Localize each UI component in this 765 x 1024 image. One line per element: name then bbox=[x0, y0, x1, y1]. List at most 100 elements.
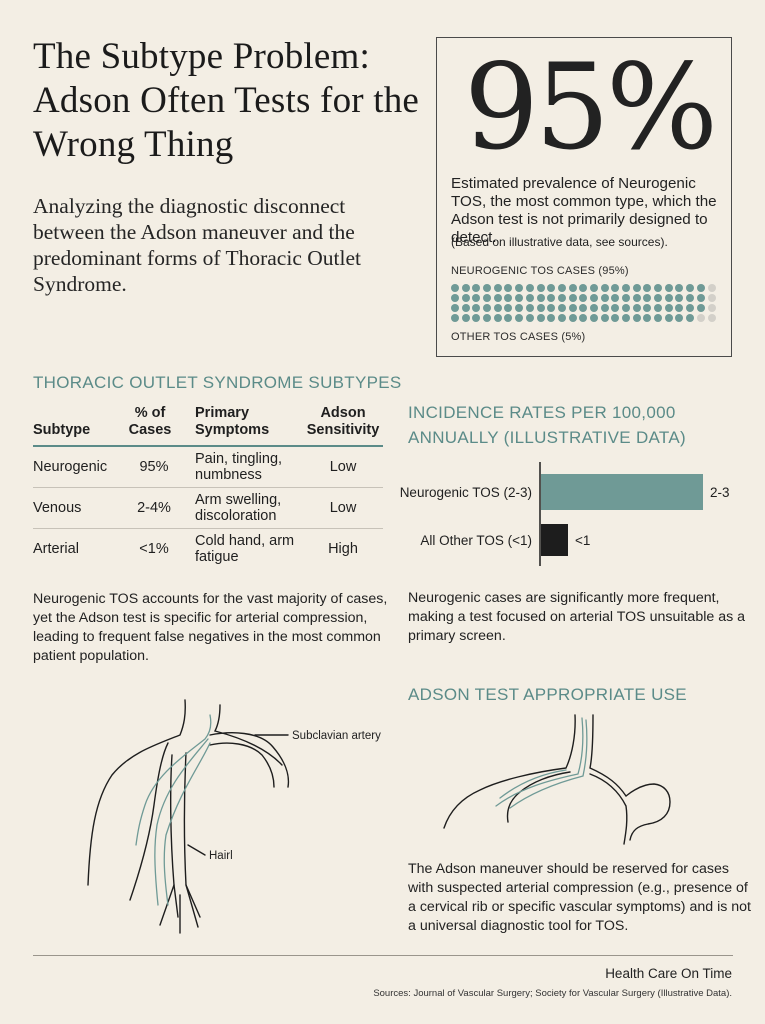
artery-inner bbox=[209, 742, 275, 788]
neurogenic-dot bbox=[557, 314, 566, 322]
neurogenic-dot bbox=[461, 284, 470, 292]
neurogenic-dot bbox=[536, 284, 545, 292]
neurogenic-dot bbox=[686, 284, 695, 292]
nerve-strand bbox=[135, 714, 212, 846]
table-cell: Neurogenic bbox=[33, 446, 125, 488]
other-dot bbox=[696, 314, 705, 322]
neurogenic-dot bbox=[515, 314, 524, 322]
nerve-pointer bbox=[187, 844, 206, 856]
neck-outline bbox=[87, 699, 186, 886]
table-cell: Low bbox=[303, 446, 383, 488]
nerve-strand bbox=[163, 742, 211, 906]
artery-outline bbox=[209, 732, 290, 788]
neurogenic-dot bbox=[664, 314, 673, 322]
neurogenic-dot bbox=[472, 284, 481, 292]
neurogenic-dot bbox=[451, 294, 459, 302]
category-label: Neurogenic TOS (2-3) bbox=[400, 485, 532, 500]
neurogenic-dot bbox=[504, 284, 513, 292]
neurogenic-dot bbox=[622, 304, 630, 312]
neurogenic-dot bbox=[589, 284, 598, 292]
table-cell: Venous bbox=[33, 487, 125, 529]
neurogenic-dot bbox=[493, 304, 502, 312]
table-row: Neurogenic 95% Pain, tingling, numbness … bbox=[33, 446, 383, 488]
neurogenic-dot bbox=[686, 304, 695, 312]
neurogenic-dot bbox=[525, 304, 534, 312]
stat-description: Estimated prevalence of Neurogenic TOS, … bbox=[451, 175, 717, 246]
table-cell: Pain, tingling, numbness bbox=[183, 446, 303, 488]
neurogenic-dot bbox=[643, 284, 652, 292]
table-cell: <1% bbox=[139, 541, 169, 557]
page-subtitle: Analyzing the diagnostic disconnect betw… bbox=[33, 194, 361, 296]
neurogenic-dot bbox=[589, 294, 598, 302]
neurogenic-dot bbox=[622, 284, 630, 292]
neurogenic-dot bbox=[696, 304, 705, 312]
neurogenic-dot bbox=[622, 314, 630, 322]
artery-arch bbox=[625, 783, 671, 841]
adson-use-diagram bbox=[443, 714, 671, 845]
neurogenic-dot bbox=[675, 314, 684, 322]
incidence-paragraph: Neurogenic cases are significantly more … bbox=[408, 590, 746, 644]
stat-callout-box: 95% Estimated prevalence of Neurogenic T… bbox=[436, 37, 732, 357]
subclavian-anatomy-diagram: Subclavian artery Hairl bbox=[87, 699, 381, 934]
table-cell: 95% bbox=[125, 446, 183, 488]
bar bbox=[541, 524, 568, 556]
neurogenic-dot bbox=[686, 294, 695, 302]
neurogenic-dot bbox=[589, 304, 598, 312]
table-cell: Low bbox=[303, 487, 383, 529]
neurogenic-dot bbox=[664, 284, 673, 292]
value-label: 2-3 bbox=[710, 485, 730, 500]
neurogenic-dot bbox=[547, 304, 556, 312]
neurogenic-dot bbox=[493, 294, 502, 302]
neurogenic-dot bbox=[515, 294, 524, 302]
neurogenic-dot bbox=[600, 314, 609, 322]
neurogenic-dot bbox=[611, 294, 620, 302]
neurogenic-dot bbox=[461, 294, 470, 302]
shoulder-outline bbox=[443, 714, 576, 829]
neurogenic-dot bbox=[515, 304, 524, 312]
column-header: Subtype bbox=[33, 422, 91, 438]
neurogenic-cases-label: NEUROGENIC TOS CASES (95%) bbox=[451, 265, 629, 277]
neurogenic-dot bbox=[568, 294, 577, 302]
artery-label: Subclavian artery bbox=[292, 730, 381, 742]
neurogenic-dot bbox=[664, 294, 673, 302]
neurogenic-dot bbox=[451, 314, 459, 322]
neurogenic-dot bbox=[622, 294, 630, 302]
neurogenic-dot bbox=[547, 284, 556, 292]
neurogenic-dot bbox=[483, 304, 492, 312]
incidence-heading: INCIDENCE RATES PER 100,000 ANNUALLY (IL… bbox=[408, 403, 686, 447]
other-dot bbox=[707, 304, 716, 312]
other-dot bbox=[707, 284, 716, 292]
neurogenic-dot bbox=[557, 294, 566, 302]
neurogenic-dot bbox=[675, 294, 684, 302]
neurogenic-dot bbox=[451, 304, 459, 312]
neurogenic-dot bbox=[600, 294, 609, 302]
neurogenic-dot bbox=[483, 314, 492, 322]
neurogenic-dot bbox=[461, 314, 470, 322]
neurogenic-dot bbox=[611, 314, 620, 322]
incidence-bar-chart: Neurogenic TOS (2-3) 2-3 All Other TOS (<1… bbox=[400, 462, 730, 566]
neurogenic-dot bbox=[643, 304, 652, 312]
neurogenic-dot bbox=[472, 304, 481, 312]
neurogenic-dot bbox=[600, 284, 609, 292]
neurogenic-dot bbox=[611, 284, 620, 292]
column-header: Adson Sensitivity bbox=[306, 405, 380, 438]
neurogenic-dot bbox=[461, 304, 470, 312]
table-cell: Cold hand, arm fatigue bbox=[195, 533, 295, 565]
neurogenic-dot bbox=[654, 314, 663, 322]
chest-outline bbox=[129, 742, 169, 901]
nerve-strand bbox=[509, 719, 588, 809]
neurogenic-dot bbox=[504, 294, 513, 302]
bar bbox=[541, 474, 703, 510]
neurogenic-dot bbox=[632, 294, 641, 302]
table-row: Venous 2-4% Arm swelling, discoloration … bbox=[33, 487, 383, 529]
neurogenic-dot bbox=[557, 304, 566, 312]
neurogenic-dot bbox=[493, 314, 502, 322]
stat-value: 95% bbox=[463, 38, 718, 176]
neurogenic-dot bbox=[579, 304, 588, 312]
neurogenic-dot bbox=[589, 314, 598, 322]
table-cell: Arm swelling, discoloration bbox=[183, 487, 303, 529]
neurogenic-dot bbox=[654, 284, 663, 292]
neurogenic-dot bbox=[654, 294, 663, 302]
neurogenic-dot bbox=[686, 314, 695, 322]
publisher-name: Health Care On Time bbox=[605, 966, 732, 981]
